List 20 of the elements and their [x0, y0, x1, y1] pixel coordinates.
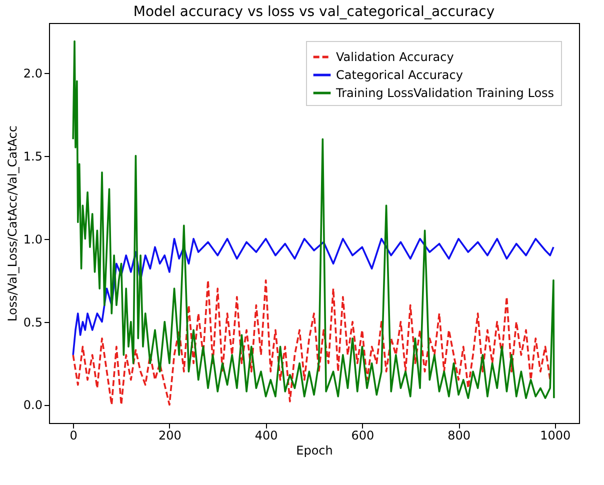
line-series: [72, 238, 554, 356]
line-series: [72, 40, 555, 400]
x-axis-title: Epoch: [296, 444, 333, 458]
legend-label: Categorical Accuracy: [336, 68, 463, 82]
x-tick-label: 800: [448, 428, 470, 442]
y-tick-label: 2.0: [23, 66, 42, 80]
x-tick-label: 600: [351, 428, 374, 442]
line-series: [72, 279, 551, 406]
y-tick-label: 0.5: [23, 315, 42, 330]
x-tick-label: 200: [158, 428, 182, 442]
y-tick-label: 1.5: [23, 149, 42, 164]
legend-label: Training LossValidation Training Loss: [335, 86, 554, 100]
y-axis-title: Loss/Val_Loss/CatAcc/Val_CatAcc: [5, 126, 20, 322]
chart-title: Model accuracy vs loss vs val_categorical_accuracy: [133, 4, 495, 20]
y-tick-label: 0.0: [23, 398, 42, 412]
x-tick-label: 400: [254, 428, 278, 442]
x-tick-label: 1000: [540, 428, 571, 442]
y-tick-label: 1.0: [23, 232, 42, 246]
x-tick-label: 0: [70, 428, 78, 442]
legend-label: Validation Accuracy: [336, 50, 454, 64]
